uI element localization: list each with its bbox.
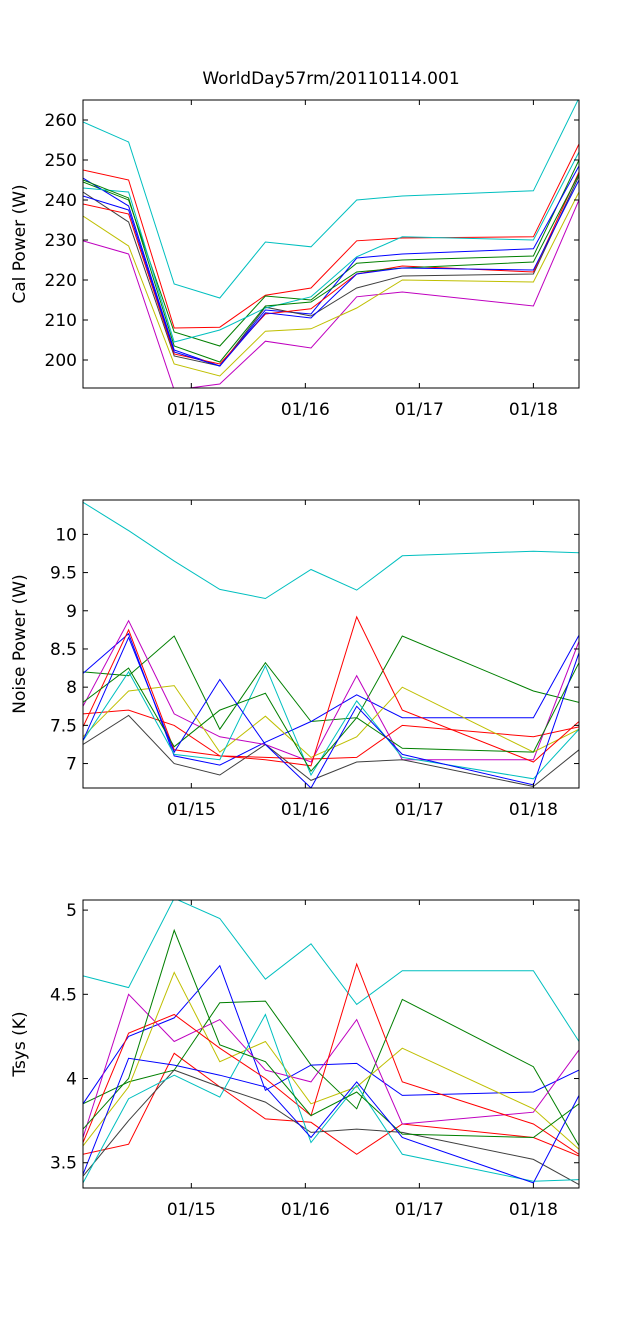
series-line-10 <box>83 662 579 773</box>
series-line-9 <box>83 1013 579 1184</box>
plot-frame <box>82 499 580 789</box>
y-tick-label: 7.5 <box>50 716 77 736</box>
series-line-5 <box>83 993 579 1138</box>
y-tick-label: 230 <box>45 231 77 251</box>
series-line-2 <box>83 143 579 329</box>
series-line-10 <box>83 928 579 1139</box>
series-line-3 <box>83 635 579 731</box>
series-line-2 <box>83 1052 579 1157</box>
x-tick-label: 01/15 <box>167 800 216 820</box>
series-line-11 <box>83 636 579 788</box>
x-tick-label: 01/17 <box>395 800 444 820</box>
y-tick-label: 200 <box>45 351 77 371</box>
y-tick-label: 8 <box>66 678 77 698</box>
series-line-4 <box>83 165 579 367</box>
y-tick-label: 3.5 <box>50 1154 77 1174</box>
x-tick-label: 01/17 <box>395 400 444 420</box>
series-line-10 <box>83 173 579 363</box>
series-line-1 <box>83 501 579 600</box>
x-tick-label: 01/17 <box>395 1200 444 1220</box>
y-tick-label: 210 <box>45 311 77 331</box>
series-line-7 <box>83 1069 579 1186</box>
y-tick-label: 240 <box>45 191 77 211</box>
y-axis-label: Tsys (K) <box>10 1011 30 1077</box>
series-line-8 <box>83 962 579 1155</box>
plot-frame <box>82 899 580 1189</box>
series-group <box>83 100 579 388</box>
series-group <box>83 501 579 788</box>
x-tick-label: 01/16 <box>281 1200 330 1220</box>
y-tick-label: 250 <box>45 151 77 171</box>
series-line-5 <box>83 619 579 763</box>
series-line-5 <box>83 199 579 388</box>
series-line-8 <box>83 615 579 767</box>
series-line-11 <box>83 179 579 367</box>
series-line-6 <box>83 685 579 758</box>
y-tick-label: 260 <box>45 111 77 131</box>
panel-2: 7 7.5 8 8.5 9 9.5 10 01/15 01/16 01/17 01/18 Noise … <box>10 499 580 820</box>
series-line-3 <box>83 998 579 1147</box>
panel-1: 200 210 220 230 240 250 260 01/15 01/16 01/17 01/1… <box>10 99 580 420</box>
panel-3: 3.5 4 4.5 5 01/15 01/16 01/17 01/18 Tsys (K) <box>10 899 580 1220</box>
plot-frame <box>82 99 580 389</box>
y-tick-label: 9 <box>66 602 77 622</box>
x-tick-label: 01/18 <box>509 400 558 420</box>
x-tick-label: 01/15 <box>167 1200 216 1220</box>
series-line-6 <box>83 971 579 1150</box>
series-line-2 <box>83 709 579 760</box>
y-tick-label: 4 <box>66 1070 77 1090</box>
series-line-11 <box>83 1057 579 1184</box>
series-line-9 <box>83 664 579 780</box>
y-tick-label: 5 <box>66 901 77 921</box>
x-tick-label: 01/16 <box>281 800 330 820</box>
y-tick-label: 4.5 <box>50 985 77 1005</box>
x-tick-label: 01/15 <box>167 400 216 420</box>
x-tick-label: 01/16 <box>281 400 330 420</box>
y-tick-label: 8.5 <box>50 640 77 660</box>
series-line-1 <box>83 100 579 299</box>
series-group <box>83 900 579 1186</box>
figure-title: WorldDay57rm/20110114.001 <box>202 69 459 89</box>
y-axis-label: Cal Power (W) <box>10 184 30 303</box>
series-line-9 <box>83 151 579 343</box>
series-line-1 <box>83 900 579 1042</box>
x-tick-label: 01/18 <box>509 800 558 820</box>
x-tick-label: 01/18 <box>509 1200 558 1220</box>
series-line-6 <box>83 191 579 377</box>
y-tick-label: 220 <box>45 271 77 291</box>
y-tick-label: 9.5 <box>50 564 77 584</box>
y-tick-label: 7 <box>66 755 77 775</box>
y-axis-label: Noise Power (W) <box>10 574 30 713</box>
y-tick-label: 10 <box>55 525 77 545</box>
series-line-3 <box>83 159 579 347</box>
